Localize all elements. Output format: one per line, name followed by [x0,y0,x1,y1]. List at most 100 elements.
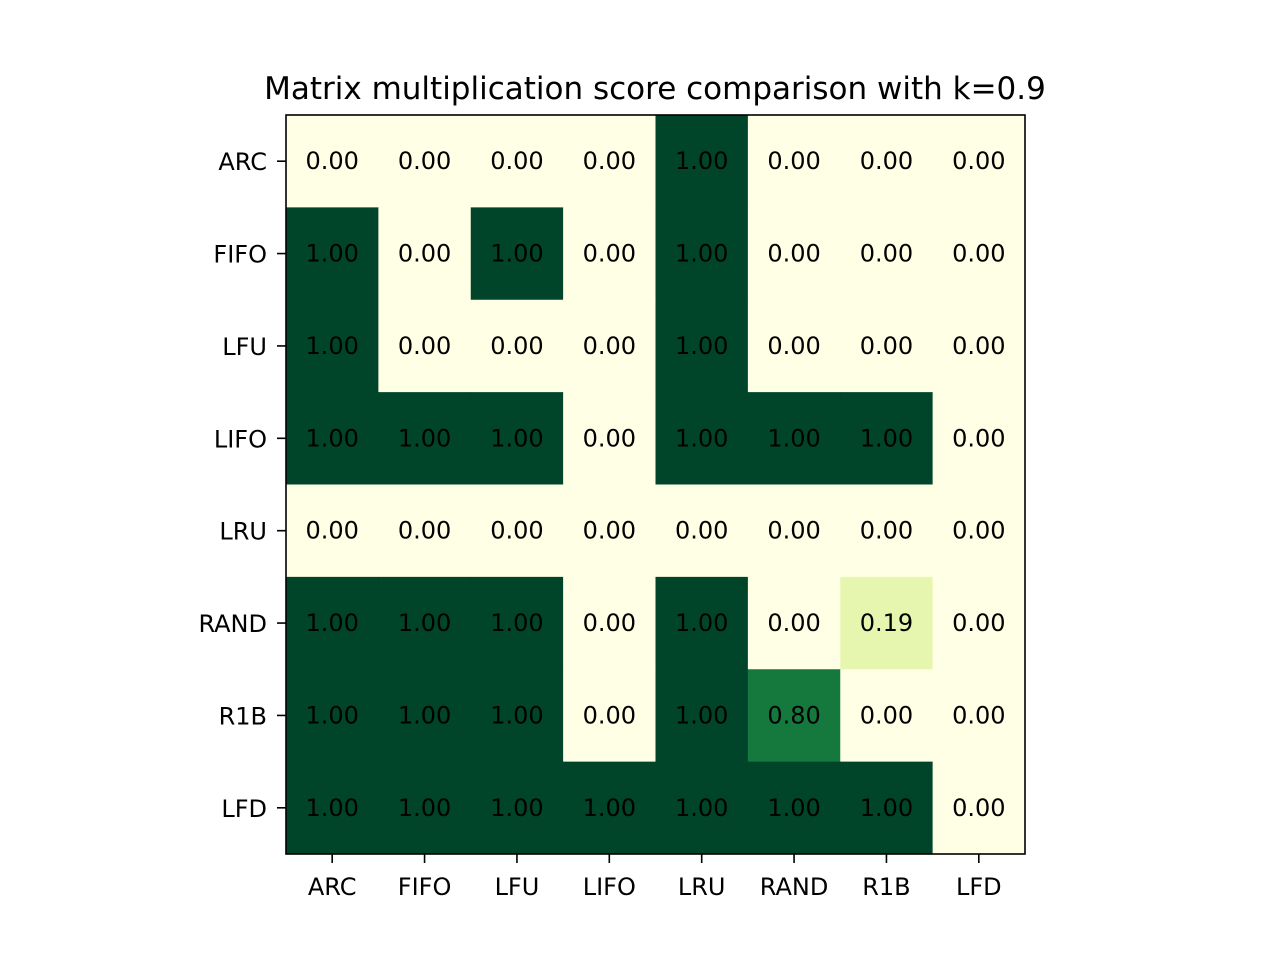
cell-value-label: 1.00 [398,794,451,822]
heatmap-cell [747,484,841,578]
heatmap-cell [470,207,564,301]
heatmap-cell [286,484,379,578]
cell-value-label: 0.00 [583,240,636,268]
heatmap-cell [747,299,841,393]
cell-value-label: 0.00 [860,240,913,268]
cell-value-label: 0.00 [952,517,1005,545]
cell-value-label: 1.00 [675,701,728,729]
heatmap-cell [470,484,564,578]
cell-value-label: 0.00 [490,517,543,545]
cell-value-label: 0.00 [767,517,820,545]
heatmap-cell [747,761,841,855]
cell-value-label: 0.00 [767,240,820,268]
y-tick-label: R1B [219,702,267,730]
heatmap-cell [286,115,379,208]
heatmap-cell [378,761,472,855]
heatmap-cell [286,669,379,763]
heatmap-cell [840,115,934,208]
cell-value-label: 1.00 [860,424,913,452]
heatmap-cell [655,115,749,208]
cell-value-label: 1.00 [490,424,543,452]
cell-value-label: 0.00 [583,147,636,175]
x-tick-label: FIFO [398,873,452,901]
heatmap-cell [378,484,472,578]
y-tick-label: ARC [218,148,267,176]
cell-value-label: 1.00 [675,240,728,268]
heatmap-cell [840,669,934,763]
cell-value-label: 0.19 [860,609,913,637]
cell-value-label: 0.00 [398,147,451,175]
heatmap-cell [563,207,656,301]
cell-value-label: 0.00 [398,517,451,545]
cell-value-label: 0.00 [675,517,728,545]
cell-value-label: 1.00 [305,240,358,268]
heatmap-cell-labels: 0.00 0.00 0.00 0.00 1.00 0.00 0.00 0.00 1.00 0.00… [305,147,1005,822]
heatmap-cell [747,669,841,763]
cell-value-label: 0.00 [305,147,358,175]
heatmap-cell [747,392,841,485]
x-tick-label: LFD [956,873,1002,901]
y-tick-label: LIFO [214,425,267,453]
heatmap-cell [470,299,564,393]
cell-value-label: 0.00 [860,517,913,545]
heatmap-cell [286,392,379,485]
cell-value-label: 0.00 [952,609,1005,637]
heatmap-cell [563,299,656,393]
y-tick-label: LFU [222,333,267,361]
cell-value-label: 1.00 [675,794,728,822]
cell-value-label: 0.00 [490,332,543,360]
heatmap-cell [563,669,656,763]
heatmap-cell [470,669,564,763]
cell-value-label: 0.00 [398,332,451,360]
heatmap-cell [747,207,841,301]
cell-value-label: 1.00 [583,794,636,822]
heatmap-cell [840,392,934,485]
cell-value-label: 1.00 [305,701,358,729]
cell-value-label: 1.00 [305,332,358,360]
heatmap-cell [932,115,1026,208]
x-tick-label: LRU [678,873,726,901]
cell-value-label: 0.00 [860,701,913,729]
heatmap-cell [286,576,379,670]
cell-value-label: 0.00 [952,424,1005,452]
heatmap-cell [840,761,934,855]
heatmap-cell [840,207,934,301]
heatmap-cell [747,115,841,208]
heatmap-cells [286,115,1026,855]
heatmap-cell [286,299,379,393]
heatmap-cell [840,576,934,670]
heatmap-cell [655,669,749,763]
heatmap-cell [378,669,472,763]
y-tick-label: LFD [221,795,267,823]
x-tick-label: RAND [760,873,829,901]
cell-value-label: 0.00 [583,609,636,637]
cell-value-label: 1.00 [675,609,728,637]
cell-value-label: 1.00 [490,609,543,637]
heatmap-cell [378,576,472,670]
heatmap-cell [378,392,472,485]
heatmap-cell [470,576,564,670]
heatmap-cell [932,392,1026,485]
y-tick-label: FIFO [213,241,267,269]
cell-value-label: 0.00 [583,517,636,545]
cell-value-label: 0.00 [860,147,913,175]
heatmap-cell [840,299,934,393]
cell-value-label: 1.00 [860,794,913,822]
heatmap-cell [378,207,472,301]
plot-frame [285,114,1026,855]
heatmap-cell [655,576,749,670]
heatmap-cell [286,761,379,855]
y-tick-label: LRU [219,518,267,546]
cell-value-label: 1.00 [398,609,451,637]
heatmap-cell [563,484,656,578]
heatmap-cell [470,761,564,855]
y-tick-label: RAND [198,610,267,638]
cell-value-label: 0.00 [860,332,913,360]
cell-value-label: 0.00 [490,147,543,175]
x-tick-label: R1B [862,873,910,901]
cell-value-label: 1.00 [490,240,543,268]
heatmap-cell [840,484,934,578]
cell-value-label: 0.80 [767,701,820,729]
cell-value-label: 1.00 [398,424,451,452]
heatmap-cell [378,299,472,393]
